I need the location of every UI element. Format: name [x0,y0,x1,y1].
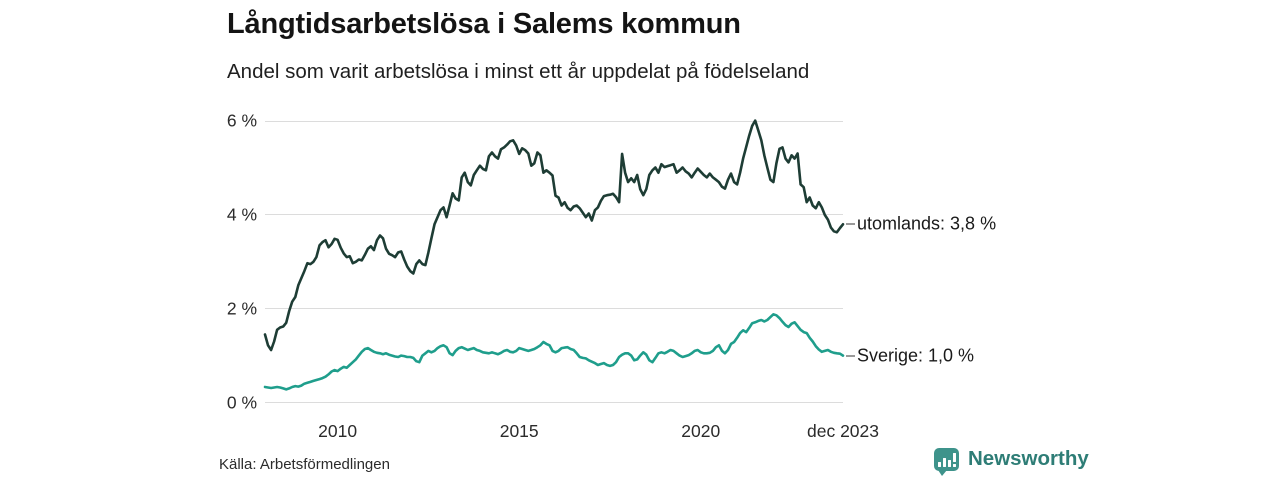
newsworthy-bar-chart-bubble-icon [934,447,959,476]
exclamation-glyph [953,453,956,467]
chart-title: Långtidsarbetslösa i Salems kommun [227,8,741,40]
x-tick-label: dec 2023 [806,421,880,441]
gridline-4 [265,214,843,216]
source-note: Källa: Arbetsförmedlingen [219,456,390,473]
newsworthy-logo: Newsworthy [934,447,1089,476]
gridline-6 [265,120,843,122]
x-tick-label: 2015 [499,421,539,441]
x-tick-label: 2020 [681,421,721,441]
gridline-0 [265,402,843,403]
label-dash-utomlands [846,223,855,226]
chart-subtitle: Andel som varit arbetslösa i minst ett å… [227,60,810,83]
y-tick-label: 6 % [226,110,257,131]
series-line-Sverige [263,312,845,391]
newsworthy-wordmark: Newsworthy [968,447,1089,470]
series-line-utomlands [263,119,845,352]
series-label-Sverige: Sverige: 1,0 % [857,345,975,366]
bubble-tail [938,469,947,476]
label-dash-Sverige [846,354,855,357]
gridline-2 [265,308,843,310]
y-tick-label: 2 % [226,298,257,319]
y-tick-label: 4 % [226,204,257,225]
series-label-utomlands: utomlands: 3,8 % [857,213,997,234]
y-tick-label: 0 % [226,392,257,412]
x-tick-label: 2010 [318,421,358,441]
bar-chart-glyph [938,453,956,467]
